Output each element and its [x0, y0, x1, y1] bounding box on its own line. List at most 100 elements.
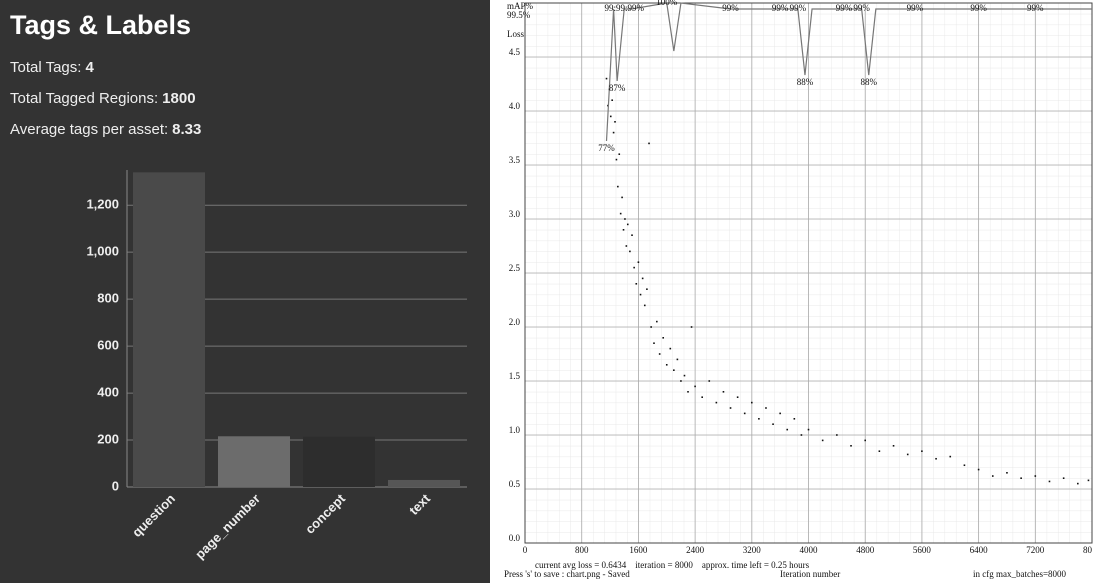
loss-point	[786, 428, 789, 431]
y-tick-label: 0.0	[509, 533, 521, 543]
data-label: 99%	[907, 3, 924, 13]
loss-point	[617, 185, 619, 188]
bar	[388, 479, 460, 487]
loss-point	[611, 99, 613, 101]
loss-point	[633, 266, 635, 269]
x-axis-label: Iteration number	[780, 569, 840, 579]
loss-point	[646, 288, 648, 290]
loss-point	[669, 347, 672, 350]
loss-point	[618, 153, 621, 155]
loss-point	[921, 450, 923, 452]
data-label: 99:99:99%	[604, 3, 644, 13]
loss-point	[977, 468, 980, 471]
loss-point	[736, 396, 739, 398]
x-tick-label: 5600	[913, 545, 932, 555]
loss-point	[807, 428, 810, 431]
x-tick-label: 6400	[970, 545, 989, 555]
data-label: 87%	[609, 83, 626, 93]
stat: Average tags per asset: 8.33	[10, 121, 201, 138]
loss-point	[662, 337, 665, 339]
loss-point	[1077, 482, 1079, 485]
x-tick-label: 2400	[686, 545, 705, 555]
loss-point	[1062, 477, 1065, 479]
loss-point	[625, 245, 628, 247]
stat: Total Tags: 4	[10, 59, 94, 76]
data-label: 99%	[970, 3, 987, 13]
loss-point	[1087, 479, 1090, 482]
y-tick-label: 0	[112, 478, 119, 493]
loss-point	[624, 218, 626, 220]
x-tick-label: 3200	[743, 545, 762, 555]
footer-save: Press 's' to save : chart.png - Saved	[504, 569, 630, 579]
y-tick-label: 1.0	[509, 425, 521, 435]
loss-point	[690, 326, 693, 328]
stat-value: 1800	[162, 90, 195, 107]
x-tick-label: 800	[575, 545, 589, 555]
stat: Total Tagged Regions: 1800	[10, 90, 196, 107]
loss-point	[614, 121, 616, 123]
loss-point	[621, 196, 623, 199]
loss-point	[612, 131, 615, 134]
loss-point	[715, 401, 718, 404]
y2-tick-label: 99.5%	[507, 10, 531, 20]
loss-point	[1020, 477, 1022, 479]
footer-status: current avg loss = 0.6434 iteration = 80…	[535, 560, 810, 570]
footer-cfg: in cfg max_batches=8000	[973, 569, 1067, 579]
loss-point	[665, 364, 668, 366]
loss-point	[935, 457, 937, 460]
loss-point	[639, 293, 642, 296]
y-tick-label: 3.5	[509, 155, 521, 165]
data-label: 77%	[598, 143, 615, 153]
y-tick-label: 1.5	[509, 371, 521, 381]
loss-point	[656, 320, 658, 323]
loss-point	[850, 445, 852, 447]
loss-point	[751, 401, 753, 404]
stat-value: 8.33	[172, 121, 201, 138]
loss-point	[641, 277, 644, 280]
loss-point	[637, 261, 640, 263]
plot-frame	[524, 2, 1093, 544]
x-tick-label: 80	[1083, 545, 1093, 555]
loss-point	[694, 385, 696, 388]
data-label: 99%	[722, 3, 739, 13]
x-tick-label: 4800	[856, 545, 875, 555]
y-tick-label: 2.5	[509, 263, 521, 273]
y-tick-label: 600	[97, 338, 119, 353]
loss-point	[609, 115, 612, 118]
loss-point	[800, 434, 803, 436]
loss-point	[779, 412, 781, 415]
loss-point	[864, 439, 866, 442]
x-tick-label: 0	[523, 545, 528, 555]
loss-point	[680, 380, 682, 382]
y-tick-label: 4.0	[509, 101, 521, 111]
loss-point	[758, 418, 760, 420]
map-line	[605, 2, 1092, 142]
loss-point	[687, 391, 689, 393]
loss-point	[701, 396, 703, 398]
loss-point	[631, 234, 633, 236]
stat-label: Total Tagged Regions:	[10, 90, 158, 107]
y-tick-label: 2.0	[509, 317, 521, 327]
y-tick-label: 800	[97, 291, 119, 306]
loss-point	[906, 453, 909, 456]
y-tick-label: 3.0	[509, 209, 521, 219]
y-tick-label: 400	[97, 385, 119, 400]
loss-point	[605, 77, 608, 80]
loss-point	[653, 342, 655, 344]
loss-point	[622, 229, 625, 231]
data-label: 99%	[836, 3, 853, 13]
loss-point	[722, 391, 725, 393]
x-tick-label: 1600	[629, 545, 648, 555]
bar	[303, 436, 375, 487]
loss-point	[793, 418, 796, 420]
bar	[218, 436, 290, 487]
loss-point	[676, 358, 679, 361]
stat-label: Total Tags:	[10, 59, 81, 76]
loss-point	[648, 142, 650, 145]
stats: Tags & Labels Total Tags: 4 Total Tagged …	[10, 10, 201, 138]
data-label: 99%	[1027, 3, 1044, 13]
data-label: 88%	[860, 77, 877, 87]
data-label: 99%	[790, 3, 807, 13]
loss-point	[635, 283, 638, 285]
